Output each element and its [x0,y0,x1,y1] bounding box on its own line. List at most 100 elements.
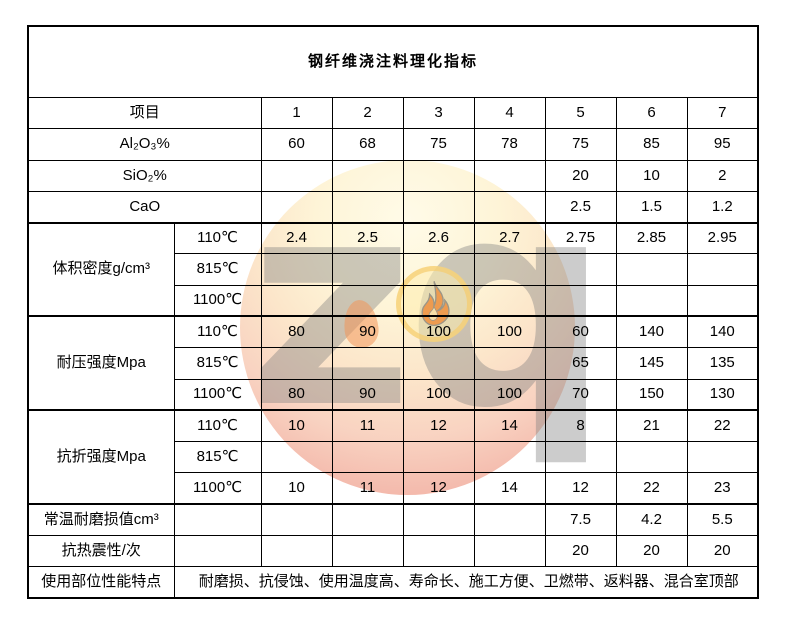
group-label-flexural: 抗折强度Mpa [27,409,175,505]
table-cell [260,253,333,286]
table-cell: 1.2 [686,190,759,224]
table-cell: 22 [615,472,688,505]
row-label-sio2: SiO₂% [27,159,262,192]
table-cell [260,347,333,380]
table-cell: 75 [544,128,617,161]
table-cell [402,534,475,568]
temp-label: 110℃ [173,315,262,349]
table-cell: 5.5 [686,503,759,536]
table-cell: 8 [544,409,617,443]
temp-label: 815℃ [173,347,262,380]
table-cell [615,253,688,286]
table-cell [473,190,546,224]
table-cell [473,159,546,192]
table-cell [173,534,262,568]
table-cell: 12 [402,409,475,443]
table-cell [331,347,404,380]
table-cell [331,534,404,568]
header-col: 1 [260,97,333,130]
page-title: 钢纤维浇注料理化指标 [27,25,759,99]
table-cell: 150 [615,378,688,411]
table-cell: 14 [473,472,546,505]
header-col: 7 [686,97,759,130]
table-cell [544,253,617,286]
temp-label: 110℃ [173,221,262,255]
table-cell [260,284,333,317]
row-application: 使用部位性能特点 耐磨损、抗侵蚀、使用温度高、寿命长、施工方便、卫燃带、返料器、… [27,566,759,599]
table-cell [686,253,759,286]
table-cell [402,503,475,536]
table-cell [402,190,475,224]
table-cell [473,441,546,474]
table-cell [260,503,333,536]
table-cell: 80 [260,315,333,349]
table-cell [473,347,546,380]
table-cell: 20 [544,534,617,568]
table-cell [402,441,475,474]
header-row: 项目 1 2 3 4 5 6 7 [27,97,759,130]
table-cell: 14 [473,409,546,443]
table-cell [402,347,475,380]
table-cell: 20 [615,534,688,568]
table-cell [402,253,475,286]
temp-label: 815℃ [173,253,262,286]
group-label-density: 体积密度g/cm³ [27,221,175,317]
table-cell: 90 [331,378,404,411]
table-cell: 65 [544,347,617,380]
row-label-application: 使用部位性能特点 [27,566,175,599]
table-cell [331,441,404,474]
table-cell: 60 [544,315,617,349]
row-al2o3: Al₂O₃% 60 68 75 78 75 85 95 [27,128,759,161]
table-cell: 2.5 [544,190,617,224]
table-cell: 2.75 [544,221,617,255]
table-cell [544,441,617,474]
table-cell [473,284,546,317]
table-cell: 20 [544,159,617,192]
temp-label: 110℃ [173,409,262,443]
table-cell: 2.95 [686,221,759,255]
table-cell [260,441,333,474]
table-cell [473,253,546,286]
table-cell: 95 [686,128,759,161]
table-cell: 11 [331,409,404,443]
table-cell [260,190,333,224]
table-cell: 7.5 [544,503,617,536]
table-cell: 140 [615,315,688,349]
temp-label: 1100℃ [173,472,262,505]
header-col: 5 [544,97,617,130]
row-cao: CaO 2.5 1.5 1.2 [27,190,759,224]
table-cell: 12 [402,472,475,505]
table-cell: 100 [402,315,475,349]
temp-label: 815℃ [173,441,262,474]
row-flexural-110: 抗折强度Mpa 110℃ 10 11 12 14 8 21 22 [27,409,759,505]
table-cell: 2.7 [473,221,546,255]
application-text: 耐磨损、抗侵蚀、使用温度高、寿命长、施工方便、卫燃带、返料器、混合室顶部 [173,566,759,599]
table-cell: 100 [473,315,546,349]
row-abrasion: 常温耐磨损值cm³ 7.5 4.2 5.5 [27,503,759,536]
table-cell: 85 [615,128,688,161]
table-cell: 2.4 [260,221,333,255]
row-density-110: 体积密度g/cm³ 110℃ 2.4 2.5 2.6 2.7 2.75 2.85… [27,221,759,317]
table-cell: 4.2 [615,503,688,536]
table-cell [331,503,404,536]
table-cell: 75 [402,128,475,161]
table-cell [544,284,617,317]
table-cell: 22 [686,409,759,443]
table-cell [402,284,475,317]
table-cell [473,534,546,568]
header-col: 4 [473,97,546,130]
table-cell: 10 [615,159,688,192]
row-label-al2o3: Al₂O₃% [27,128,262,161]
table-cell [615,441,688,474]
table-cell: 60 [260,128,333,161]
temp-label: 1100℃ [173,378,262,411]
table-cell: 2 [686,159,759,192]
table-cell [331,159,404,192]
row-compressive-110: 耐压强度Mpa 110℃ 80 90 100 100 60 140 140 [27,315,759,411]
table-cell: 90 [331,315,404,349]
table-cell: 2.85 [615,221,688,255]
row-thermal-shock: 抗热震性/次 20 20 20 [27,534,759,568]
table-cell: 23 [686,472,759,505]
table-cell [615,284,688,317]
